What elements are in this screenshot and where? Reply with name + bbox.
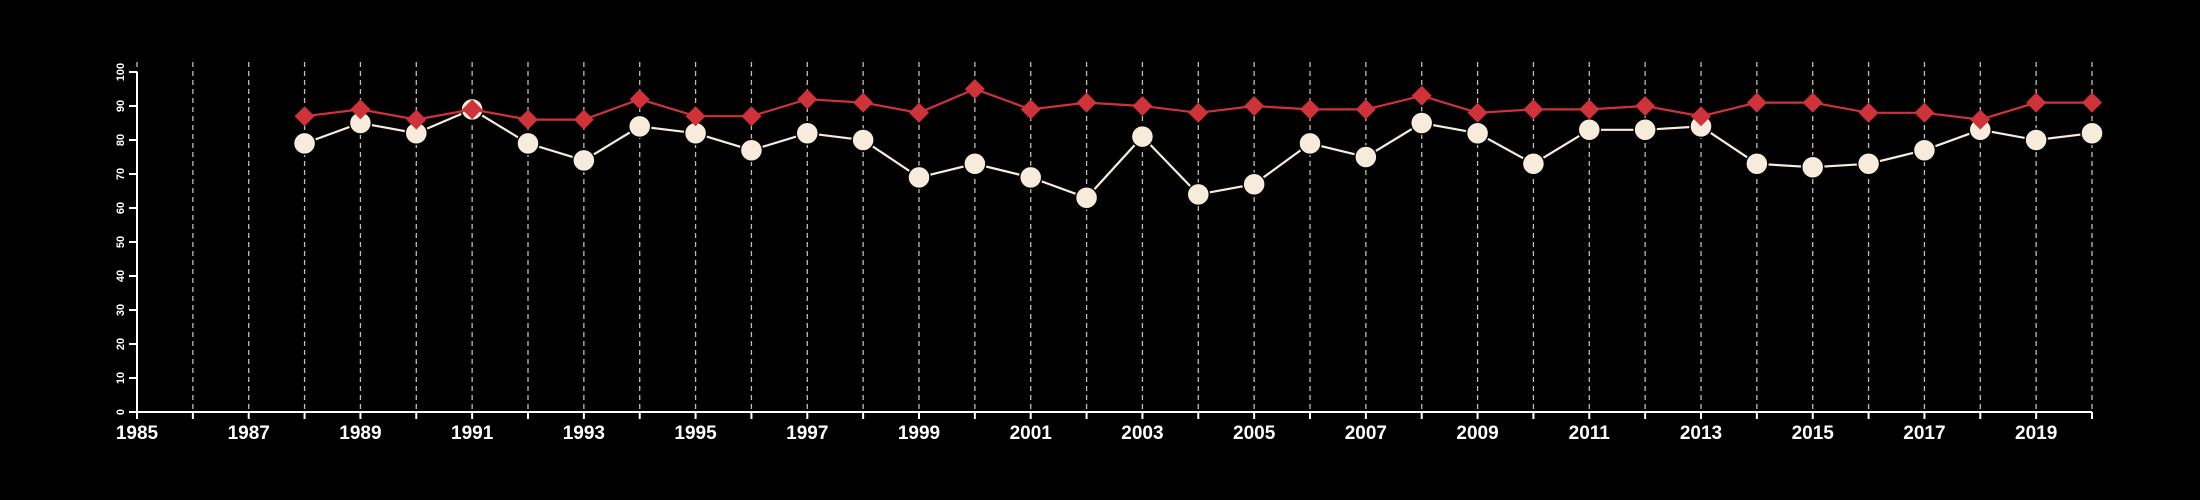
x-tick-label: 1993 [563,423,605,444]
data-point-diamond [406,109,427,130]
data-point-diamond [741,106,762,127]
data-point-diamond [1914,102,1935,123]
data-point-circle [795,121,820,145]
y-tick-label: 70 [115,168,127,180]
data-point-circle [1465,121,1490,145]
axes-layer: 0 10 20 30 40 50 60 70 80 90 100 1985 1987 1989 1991 19… [115,63,2093,444]
y-tick-label: 60 [115,202,127,214]
data-point-diamond [1355,99,1376,120]
data-point-diamond [1802,92,1823,113]
x-tick-label: 2017 [1903,423,1945,444]
data-point-diamond [964,79,985,99]
data-point-circle [1074,186,1099,210]
data-point-circle [2080,121,2104,145]
y-tick-label: 50 [115,236,127,248]
data-point-diamond [797,89,818,110]
data-point-circle [1186,182,1211,207]
data-point-diamond [573,109,594,130]
x-tick-label: 1999 [898,423,940,444]
data-point-diamond [1132,96,1153,116]
data-point-circle [1242,172,1266,196]
data-point-diamond [294,106,315,127]
x-tick-label: 1985 [116,423,159,444]
x-tick-label: 1989 [339,423,381,444]
y-tick-label: 20 [115,338,127,350]
data-point-diamond [853,92,874,113]
data-point-circle [2024,128,2048,152]
data-point-circle [1354,145,1378,169]
x-tick-label: 2011 [1569,423,1611,444]
x-tick-label: 1995 [674,423,717,444]
data-point-diamond [1635,96,1656,116]
data-point-diamond [1411,85,1432,106]
data-point-circle [739,138,764,162]
data-point-diamond [1020,99,1041,120]
data-point-diamond [2026,92,2047,113]
grid-layer [136,62,2093,412]
data-point-diamond [1244,96,1265,116]
x-tick-label: 1987 [228,423,270,444]
data-point-diamond [1467,102,1488,123]
y-tick-label: 80 [115,134,127,146]
data-point-diamond [1691,106,1711,127]
data-point-diamond [1746,92,1767,113]
y-tick-label: 0 [115,409,127,415]
data-point-circle [851,128,875,152]
x-tick-label: 1991 [451,423,494,444]
x-tick-label: 2015 [1792,423,1835,444]
data-point-diamond [909,102,929,123]
x-tick-label: 2003 [1121,423,1163,444]
data-point-circle [516,131,540,156]
data-point-diamond [1188,102,1209,123]
data-point-diamond [629,89,650,110]
data-point-diamond [1523,99,1544,120]
x-tick-label: 2009 [1456,423,1498,444]
data-point-diamond [1076,92,1097,113]
y-tick-label: 10 [115,372,127,384]
y-tick-label: 30 [115,304,127,316]
data-point-circle [292,131,317,156]
data-point-diamond [1579,99,1600,120]
data-point-diamond [1858,102,1879,123]
data-point-circle [1745,152,1769,176]
x-tick-label: 2001 [1010,423,1053,444]
series-layer [292,79,2104,210]
y-tick-label: 40 [115,270,127,282]
data-point-diamond [1300,99,1320,120]
x-tick-label: 1997 [786,423,828,444]
data-point-circle [1800,155,1825,179]
data-point-circle [1633,118,1657,142]
data-point-diamond [1970,109,1991,130]
data-point-circle [1577,118,1602,142]
data-point-circle [627,114,652,139]
y-tick-label: 90 [115,100,127,112]
data-point-circle [1521,152,1546,176]
data-point-circle [572,148,596,173]
data-point-circle [1130,124,1155,149]
data-point-diamond [685,106,706,127]
x-tick-label: 2013 [1680,423,1722,444]
data-point-circle [1912,138,1937,162]
x-tick-label: 2005 [1233,423,1276,444]
data-point-diamond [462,99,483,120]
data-point-diamond [2082,92,2102,113]
data-point-circle [1298,131,1322,156]
data-point-diamond [350,99,371,120]
data-point-circle [1409,111,1434,135]
data-point-circle [963,152,987,176]
x-tick-label: 2019 [2015,423,2057,444]
data-point-diamond [518,109,538,130]
data-point-circle [1018,165,1043,190]
data-point-circle [1856,152,1881,176]
y-tick-label: 100 [115,63,127,81]
data-point-circle [907,165,931,190]
x-tick-label: 2007 [1345,423,1387,444]
